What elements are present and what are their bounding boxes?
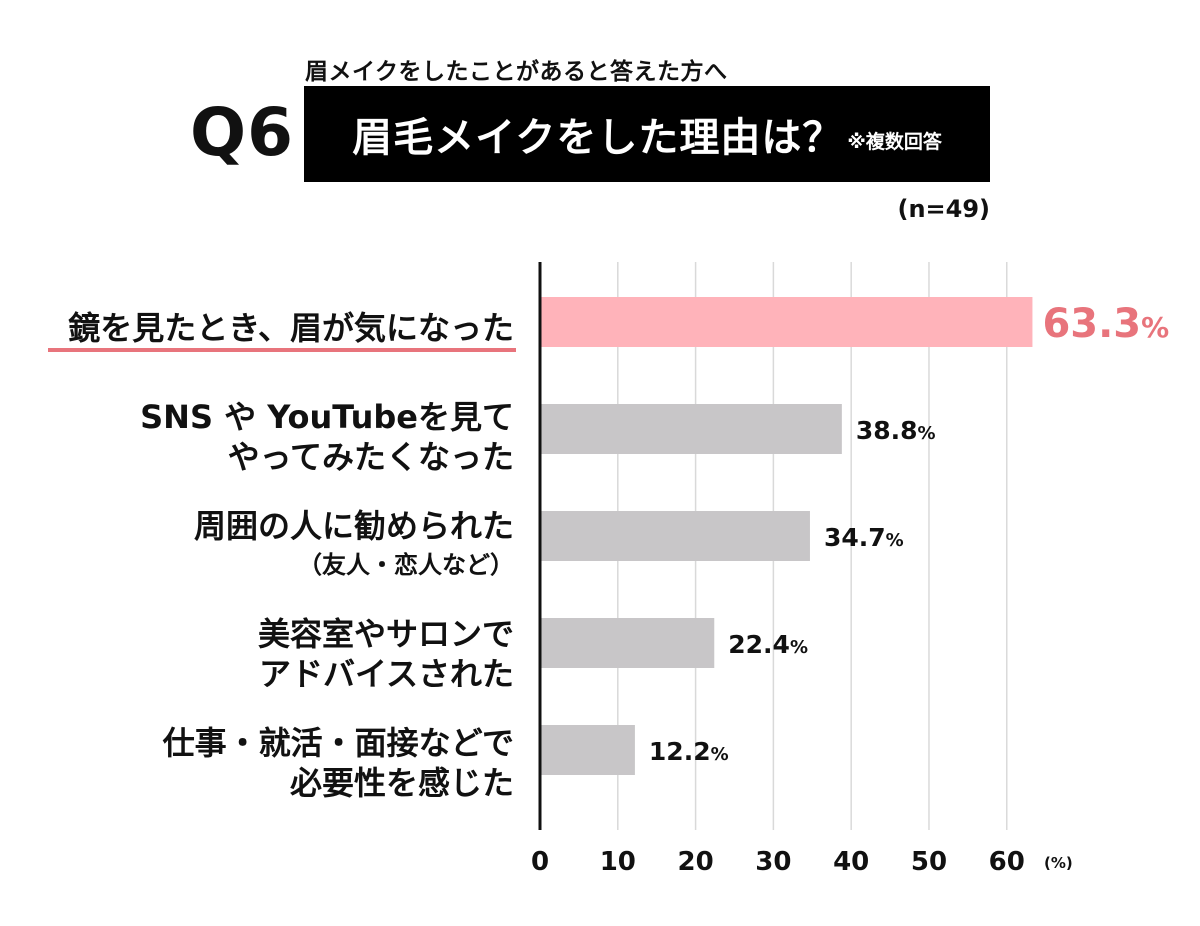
data-label-1: 38.8% xyxy=(856,416,936,445)
highlight-underline xyxy=(48,348,516,352)
data-label-value-1: 38.8 xyxy=(856,416,918,445)
data-label-value-4: 12.2 xyxy=(649,737,711,766)
data-label-suffix-3: % xyxy=(790,637,808,658)
x-tick-label-40: 40 xyxy=(833,847,869,877)
category-label-1-line-1: やってみたくなった xyxy=(227,438,514,476)
title-box: 眉毛メイクをした理由は？ ※複数回答 xyxy=(304,86,990,182)
category-label-2-line-0: 周囲の人に勧められた xyxy=(193,507,514,545)
x-tick-label-10: 10 xyxy=(600,847,636,877)
data-label-suffix-1: % xyxy=(918,423,936,444)
x-tick-label-60: 60 xyxy=(989,847,1025,877)
data-label-4: 12.2% xyxy=(649,737,729,766)
chart-title: 眉毛メイクをした理由は？ xyxy=(352,115,844,161)
data-label-0: 63.3% xyxy=(1042,301,1169,347)
category-label-3: 美容室やサロンで アドバイスされた xyxy=(258,614,514,694)
bar-0 xyxy=(540,297,1033,347)
x-tick-label-20: 20 xyxy=(677,847,713,877)
data-label-suffix-2: % xyxy=(886,530,904,551)
x-tick-label-50: 50 xyxy=(911,847,947,877)
category-label-0: 鏡を見たとき、眉が気になった xyxy=(68,308,514,348)
category-label-4-line-0: 仕事・就活・面接などで xyxy=(162,724,514,762)
category-label-0-line-0: 鏡を見たとき、眉が気になった xyxy=(68,309,514,347)
category-label-1: SNS や YouTubeを見て やってみたくなった xyxy=(140,397,514,477)
data-label-value-3: 22.4 xyxy=(728,630,790,659)
data-label-3: 22.4% xyxy=(728,630,808,659)
sample-size: (n=49) xyxy=(897,195,990,223)
category-label-1-line-0: SNS や YouTubeを見て xyxy=(140,398,514,436)
survey-subtitle: 眉メイクをしたことがあると答えた方へ xyxy=(305,59,728,85)
data-label-suffix-0: % xyxy=(1141,311,1169,344)
x-tick-label-0: 0 xyxy=(531,847,549,877)
multiple-answer-note: ※複数回答 xyxy=(847,130,942,153)
x-axis-unit: (%) xyxy=(1044,854,1073,872)
data-label-value-2: 34.7 xyxy=(824,523,886,552)
bar-4 xyxy=(540,725,635,775)
bar-1 xyxy=(540,404,842,454)
category-label-4: 仕事・就活・面接などで 必要性を感じた xyxy=(163,723,514,803)
data-label-2: 34.7% xyxy=(824,523,904,552)
category-label-2: 周囲の人に勧められた （友人・恋人など） xyxy=(194,506,514,580)
data-label-suffix-4: % xyxy=(711,744,729,765)
question-number: Q6 xyxy=(190,94,295,171)
x-tick-label-30: 30 xyxy=(755,847,791,877)
category-label-4-line-1: 必要性を感じた xyxy=(289,764,514,802)
bar-3 xyxy=(540,618,715,668)
data-label-value-0: 63.3 xyxy=(1042,301,1141,347)
category-label-3-line-1: アドバイスされた xyxy=(258,655,514,693)
bar-2 xyxy=(540,511,810,561)
category-label-3-line-0: 美容室やサロンで xyxy=(257,615,514,653)
category-label-2-line-1: （友人・恋人など） xyxy=(298,551,514,579)
